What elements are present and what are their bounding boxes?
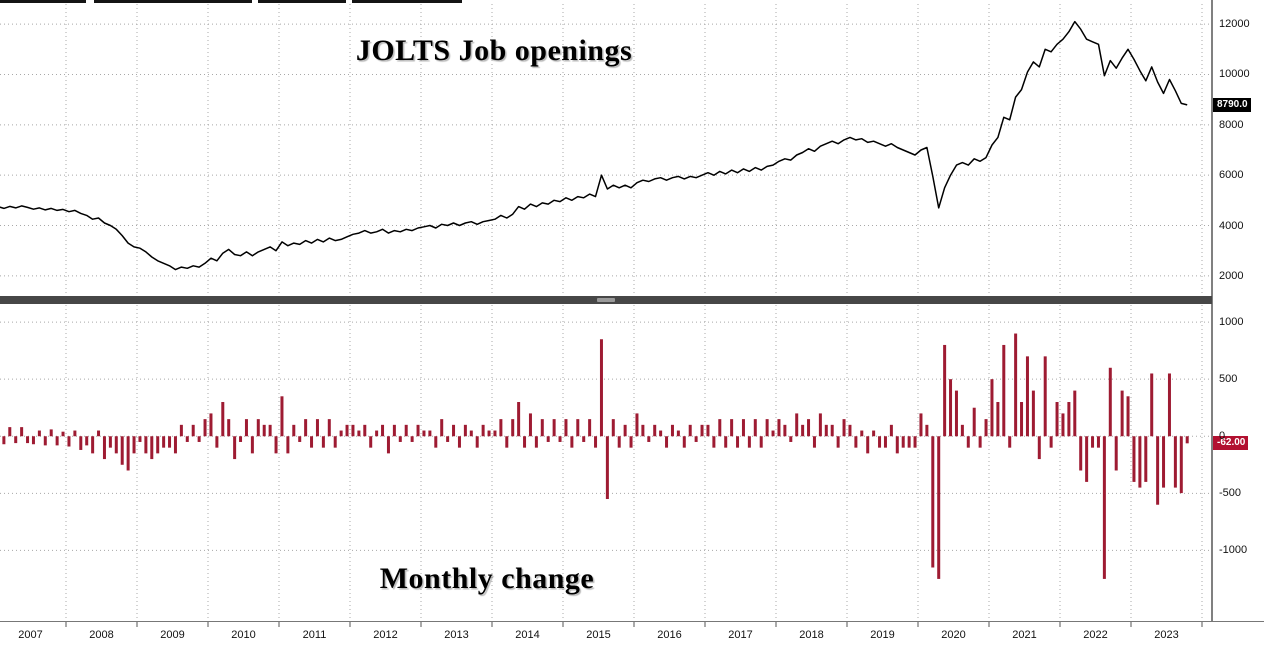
x-axis-year-2013: 2013 bbox=[444, 629, 469, 641]
x-axis-year-2023: 2023 bbox=[1154, 629, 1179, 641]
top-axis-tick-8000: 8000 bbox=[1219, 118, 1244, 131]
top-axis-tick-2000: 2000 bbox=[1219, 269, 1244, 282]
top-axis-tick-10000: 10000 bbox=[1219, 68, 1250, 81]
x-axis-year-2022: 2022 bbox=[1083, 629, 1108, 641]
x-axis-year-2008: 2008 bbox=[89, 629, 114, 641]
bottom-axis-tick--1000: -1000 bbox=[1219, 544, 1248, 557]
x-axis-year-2011: 2011 bbox=[302, 629, 327, 641]
last-value-tag-bottom: -62.00 bbox=[1213, 436, 1249, 451]
cropped-text-remnant bbox=[352, 0, 462, 3]
top-axis-tick-4000: 4000 bbox=[1219, 219, 1244, 232]
top-axis-tick-12000: 12000 bbox=[1219, 18, 1250, 31]
cropped-text-remnant bbox=[0, 0, 86, 3]
splitter-handle-icon[interactable] bbox=[597, 298, 615, 302]
bottom-axis-tick-500: 500 bbox=[1219, 373, 1238, 386]
bottom-chart-pane[interactable] bbox=[0, 304, 1212, 621]
x-axis-year-2007: 2007 bbox=[18, 629, 43, 641]
top-axis-tick-6000: 6000 bbox=[1219, 169, 1244, 182]
cropped-text-remnant bbox=[258, 0, 346, 3]
top-chart-title: JOLTS Job openings bbox=[355, 34, 633, 67]
x-axis-year-2021: 2021 bbox=[1012, 629, 1037, 641]
x-axis-year-2017: 2017 bbox=[728, 629, 753, 641]
bottom-axis-tick-1000: 1000 bbox=[1219, 316, 1244, 329]
x-axis-year-2020: 2020 bbox=[941, 629, 966, 641]
x-axis-year-2010: 2010 bbox=[231, 629, 256, 641]
x-axis-year-2018: 2018 bbox=[799, 629, 824, 641]
bottom-axis-tick-0: 0 bbox=[1219, 430, 1226, 443]
x-axis-year-2012: 2012 bbox=[373, 629, 398, 641]
last-value-tag-top: 8790.0 bbox=[1213, 97, 1251, 112]
x-axis-year-2009: 2009 bbox=[160, 629, 185, 641]
pane-splitter[interactable] bbox=[0, 296, 1212, 304]
x-axis-year-2015: 2015 bbox=[586, 629, 611, 641]
cropped-text-remnant bbox=[94, 0, 252, 3]
x-axis-year-2016: 2016 bbox=[657, 629, 682, 641]
bottom-axis-tick--500: -500 bbox=[1219, 487, 1242, 500]
bottom-chart-title: Monthly change bbox=[379, 562, 595, 595]
x-axis-year-2019: 2019 bbox=[870, 629, 895, 641]
x-axis-year-2014: 2014 bbox=[515, 629, 540, 641]
